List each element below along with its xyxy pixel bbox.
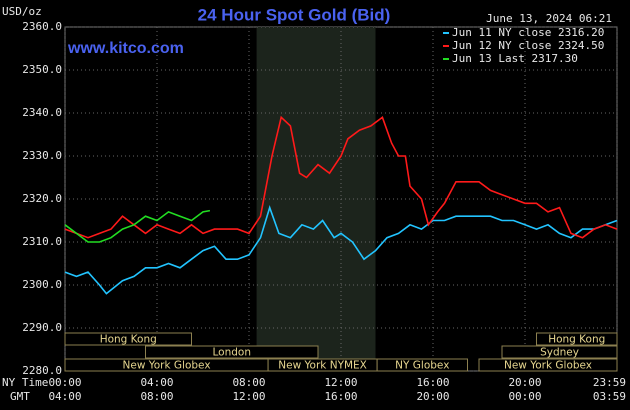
session-bar (501, 345, 618, 359)
x2-tick-label: 00:00 (508, 390, 541, 403)
timestamp: June 13, 2024 06:21 (486, 12, 612, 25)
session-bar (64, 332, 192, 346)
x-tick-label: 16:00 (416, 376, 449, 389)
x-tick-label: 12:00 (324, 376, 357, 389)
session-bar (478, 358, 618, 372)
x-tick-label: 20:00 (508, 376, 541, 389)
y-tick-label: 2350.0 (22, 63, 62, 76)
session-label: New York Globex (123, 360, 211, 372)
y-tick-label: 2290.0 (22, 321, 62, 334)
x2-axis-label: GMT (10, 390, 30, 403)
series-line (64, 115, 618, 239)
y-tick-label: 2320.0 (22, 192, 62, 205)
legend-swatch (443, 32, 449, 34)
x-tick-label: 23:59 (593, 376, 626, 389)
session-label: Hong Kong (548, 334, 605, 346)
y-tick-label: 2310.0 (22, 235, 62, 248)
session-label: NY Globex (395, 360, 449, 372)
y-tick-label: 2280.0 (22, 364, 62, 377)
session-bar (145, 345, 319, 359)
session-label: New York NYMEX (278, 360, 367, 372)
x2-tick-label: 08:00 (140, 390, 173, 403)
legend-label: Jun 11 NY close 2316.20 (452, 26, 604, 39)
x2-tick-label: 20:00 (416, 390, 449, 403)
legend-label: Jun 12 NY close 2324.50 (452, 39, 604, 52)
legend-swatch (443, 58, 449, 60)
x-tick-label: 00:00 (48, 376, 81, 389)
x2-tick-label: 04:00 (48, 390, 81, 403)
x-axis-label: NY Time (2, 376, 48, 389)
x-tick-label: 08:00 (232, 376, 265, 389)
x2-tick-label: 03:59 (593, 390, 626, 403)
session-label: Hong Kong (100, 334, 157, 346)
highlight-band (256, 27, 376, 371)
session-label: Sydney (540, 347, 579, 359)
chart-title: 24 Hour Spot Gold (Bid) (198, 5, 391, 24)
x2-tick-label: 12:00 (232, 390, 265, 403)
series-line (64, 205, 618, 295)
x2-tick-label: 16:00 (324, 390, 357, 403)
legend-swatch (443, 45, 449, 47)
x-tick-label: 04:00 (140, 376, 173, 389)
y-tick-label: 2300.0 (22, 278, 62, 291)
y-axis-label: USD/oz (2, 5, 42, 18)
legend-label: Jun 13 Last 2317.30 (452, 52, 578, 65)
y-tick-label: 2360.0 (22, 20, 62, 33)
session-bar (536, 332, 618, 346)
session-label: New York Globex (504, 360, 592, 372)
series-line (64, 209, 211, 243)
session-label: London (213, 347, 252, 359)
y-tick-label: 2340.0 (22, 106, 62, 119)
session-bar (376, 358, 468, 372)
y-tick-label: 2330.0 (22, 149, 62, 162)
watermark: www.kitco.com (67, 40, 184, 57)
